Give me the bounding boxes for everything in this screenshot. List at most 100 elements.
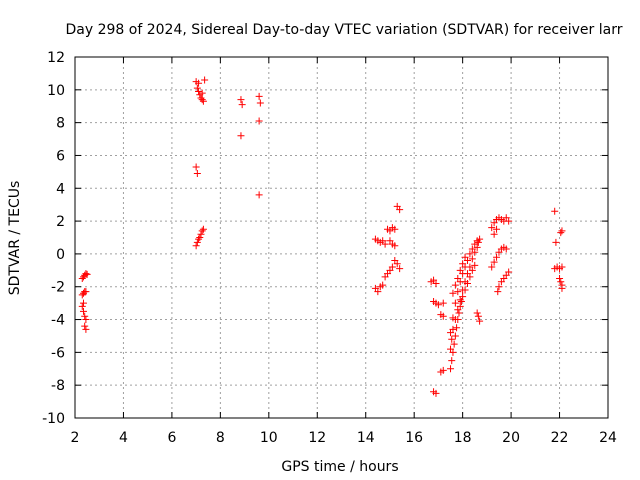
data-point: [459, 260, 467, 268]
data-point: [256, 99, 264, 107]
data-point: [439, 299, 447, 307]
data-point: [493, 253, 501, 261]
data-point: [79, 299, 87, 307]
y-tick-label: 12: [47, 50, 65, 66]
y-tick-labels: -10 -8 -6 -4 -2 0 2 4 6 8 10 12: [42, 50, 65, 427]
x-tick-label: 20: [502, 430, 520, 446]
y-tick-label: 6: [56, 148, 65, 164]
data-point: [502, 245, 510, 253]
x-tick-label: 2: [71, 430, 80, 446]
data-point: [474, 312, 482, 320]
data-point: [453, 324, 461, 332]
x-tick-label: 8: [216, 430, 225, 446]
y-tick-label: -10: [42, 411, 65, 427]
x-tick-label: 6: [167, 430, 176, 446]
data-point: [197, 230, 205, 238]
data-point: [396, 265, 404, 273]
y-tick-label: 2: [56, 214, 65, 230]
data-point: [490, 258, 498, 266]
y-tick-label: 4: [56, 181, 65, 197]
data-point: [466, 250, 474, 258]
data-point: [456, 296, 464, 304]
data-point: [78, 302, 86, 310]
data-point: [81, 312, 89, 320]
data-point: [391, 242, 399, 250]
data-point: [473, 309, 481, 317]
data-point: [450, 340, 458, 348]
data-point: [556, 275, 564, 283]
data-point: [447, 329, 455, 337]
y-tick-label: -2: [51, 280, 65, 296]
y-tick-label: 10: [47, 83, 65, 99]
data-point: [199, 97, 207, 105]
data-point: [558, 263, 566, 271]
data-point: [198, 96, 206, 104]
data-point: [455, 309, 463, 317]
data-point: [439, 366, 447, 374]
data-point: [490, 230, 498, 238]
data-point: [393, 260, 401, 268]
y-tick-label: -4: [51, 313, 65, 329]
data-point: [461, 253, 469, 261]
data-point: [237, 132, 245, 140]
data-point: [454, 306, 462, 314]
data-point: [81, 322, 89, 330]
data-point: [447, 365, 455, 373]
data-point: [379, 281, 387, 289]
data-point: [454, 275, 462, 283]
data-point: [192, 163, 200, 171]
data-point: [451, 281, 459, 289]
data-point: [495, 283, 503, 291]
data-point: [82, 325, 90, 333]
data-point: [557, 229, 565, 237]
data-point: [558, 284, 566, 292]
data-point: [505, 268, 513, 276]
data-point: [474, 238, 482, 246]
data-point: [193, 84, 201, 92]
data-point: [237, 96, 245, 104]
grid-lines: [75, 57, 608, 418]
y-tick-label: -8: [51, 378, 65, 394]
data-point: [82, 270, 90, 278]
data-point: [505, 217, 513, 225]
data-point: [471, 261, 479, 269]
x-tick-label: 18: [454, 430, 472, 446]
data-point: [459, 286, 467, 294]
data-point: [238, 101, 246, 109]
x-axis-label: GPS time / hours: [281, 459, 398, 475]
data-point: [454, 288, 462, 296]
data-point: [381, 240, 389, 248]
data-point: [255, 191, 263, 199]
y-tick-label: -6: [51, 345, 65, 361]
x-tick-label: 4: [119, 430, 128, 446]
data-points: [78, 76, 566, 397]
data-point: [195, 235, 203, 243]
y-axis-label: SDTVAR / TECUs: [7, 181, 23, 296]
data-point: [193, 170, 201, 178]
data-point: [449, 314, 457, 322]
data-point: [82, 288, 90, 296]
x-tick-label: 10: [260, 430, 278, 446]
data-point: [557, 278, 565, 286]
data-point: [493, 225, 501, 233]
data-point: [449, 289, 457, 297]
data-point: [432, 389, 440, 397]
x-tick-label: 14: [357, 430, 375, 446]
data-point: [439, 312, 447, 320]
data-point: [195, 79, 203, 87]
data-point: [456, 266, 464, 274]
data-point: [434, 301, 442, 309]
x-tick-label: 16: [405, 430, 423, 446]
plot-frame: [74, 56, 609, 419]
data-point: [448, 357, 456, 365]
data-point: [468, 245, 476, 253]
data-point: [473, 237, 481, 245]
data-point: [391, 225, 399, 233]
data-point: [558, 227, 566, 235]
data-point: [255, 92, 263, 100]
data-point: [468, 255, 476, 263]
y-tick-label: 0: [56, 247, 65, 263]
data-point: [388, 263, 396, 271]
